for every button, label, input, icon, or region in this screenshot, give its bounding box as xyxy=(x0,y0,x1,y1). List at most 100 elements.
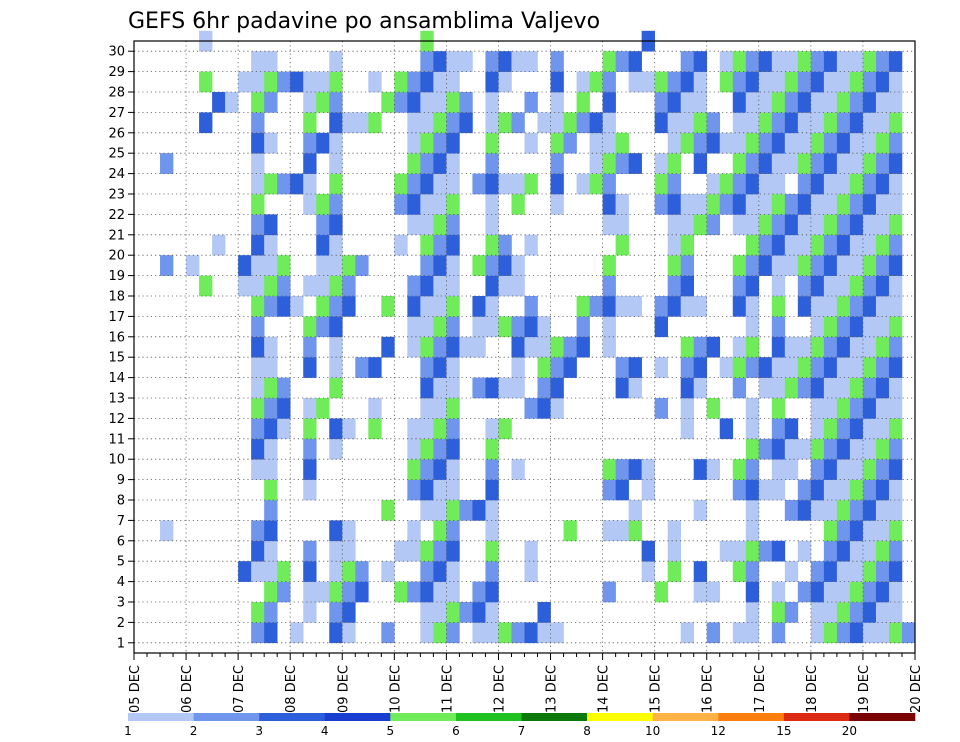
heatmap-cell xyxy=(381,561,395,582)
heatmap-cell xyxy=(654,173,668,195)
heatmap-cell xyxy=(667,255,681,276)
heatmap-cell xyxy=(446,459,460,480)
heatmap-cell xyxy=(329,520,343,542)
heatmap-cell xyxy=(875,540,890,562)
y-tick-label: 27 xyxy=(108,106,125,121)
heatmap-cell xyxy=(407,71,421,93)
heatmap-cell xyxy=(485,438,499,460)
y-tick-label: 15 xyxy=(108,351,125,366)
heatmap-cell xyxy=(524,296,538,317)
heatmap-cell xyxy=(589,71,603,93)
heatmap-cell xyxy=(472,377,486,399)
heatmap-cell xyxy=(862,92,877,113)
heatmap-cell xyxy=(771,479,786,501)
heatmap-cell xyxy=(433,520,447,542)
heatmap-cell xyxy=(459,51,473,72)
colorbar-swatch xyxy=(324,713,391,721)
heatmap-cell xyxy=(784,377,799,399)
heatmap-cell xyxy=(511,357,525,378)
heatmap-cell xyxy=(680,234,695,256)
heatmap-cell xyxy=(875,296,890,317)
heatmap-cell xyxy=(693,581,708,603)
heatmap-cell xyxy=(576,71,590,93)
heatmap-cell xyxy=(836,51,851,72)
heatmap-cell xyxy=(550,336,564,358)
heatmap-cell xyxy=(849,520,864,542)
heatmap-cell xyxy=(667,296,681,317)
heatmap-cell xyxy=(836,316,851,338)
heatmap-cell xyxy=(706,459,721,480)
heatmap-cell xyxy=(251,357,265,378)
heatmap-cell xyxy=(862,194,877,215)
heatmap-cell xyxy=(693,377,708,399)
heatmap-cell xyxy=(875,581,890,603)
heatmap-cell xyxy=(693,357,708,378)
heatmap-cell xyxy=(745,479,760,501)
heatmap-cell xyxy=(862,357,877,378)
heatmap-cell xyxy=(680,622,695,644)
heatmap-cell xyxy=(329,540,343,562)
heatmap-cell xyxy=(771,173,786,195)
heatmap-cell xyxy=(511,51,525,72)
y-tick-label: 6 xyxy=(117,534,125,549)
heatmap-cell xyxy=(836,398,851,419)
heatmap-cell xyxy=(342,275,356,297)
heatmap-cell xyxy=(667,234,681,256)
heatmap-cell xyxy=(420,255,434,276)
heatmap-cell xyxy=(810,500,825,521)
heatmap-cell xyxy=(810,418,825,440)
heatmap-cell xyxy=(407,418,421,440)
heatmap-cell xyxy=(420,622,434,644)
colorbar-label: 4 xyxy=(321,724,329,738)
heatmap-cell xyxy=(823,602,838,623)
heatmap-cell xyxy=(745,275,760,297)
y-tick-label: 26 xyxy=(108,126,125,141)
heatmap-cell xyxy=(329,173,343,195)
heatmap-cell xyxy=(316,234,330,256)
heatmap-cell xyxy=(771,336,786,358)
heatmap-cell xyxy=(875,194,890,215)
heatmap-cell xyxy=(875,418,890,440)
heatmap-cell xyxy=(732,255,747,276)
heatmap-cell xyxy=(433,622,447,644)
heatmap-cell xyxy=(771,153,786,174)
heatmap-cell xyxy=(602,112,616,134)
heatmap-cell xyxy=(849,602,864,623)
heatmap-cell xyxy=(628,520,642,542)
heatmap-cell xyxy=(797,296,812,317)
x-tick-label: 08 DEC xyxy=(284,665,299,713)
heatmap-cell xyxy=(251,234,265,256)
heatmap-cell xyxy=(238,561,252,582)
heatmap-cell xyxy=(615,51,629,72)
heatmap-cell xyxy=(264,336,278,358)
heatmap-cell xyxy=(303,92,317,113)
heatmap-cell xyxy=(849,173,864,195)
heatmap-cell xyxy=(862,153,877,174)
heatmap-cell xyxy=(797,234,812,256)
heatmap-cell xyxy=(329,296,343,317)
heatmap-cell xyxy=(394,71,408,93)
heatmap-cell xyxy=(745,112,760,134)
heatmap-cell xyxy=(446,153,460,174)
heatmap-cell xyxy=(810,316,825,338)
heatmap-cell xyxy=(329,581,343,603)
heatmap-cell xyxy=(576,92,590,113)
heatmap-cell xyxy=(771,377,786,399)
heatmap-cell xyxy=(849,275,864,297)
colorbar-swatch xyxy=(849,713,916,721)
heatmap-cell xyxy=(758,153,773,174)
heatmap-cell xyxy=(706,622,721,644)
heatmap-cell xyxy=(511,112,525,134)
heatmap-cell xyxy=(615,459,629,480)
heatmap-cell xyxy=(420,398,434,419)
heatmap-cell xyxy=(550,112,564,134)
heatmap-cell xyxy=(433,357,447,378)
heatmap-cell xyxy=(446,398,460,419)
heatmap-cell xyxy=(732,377,747,399)
heatmap-cell xyxy=(446,71,460,93)
heatmap-cell xyxy=(732,194,747,215)
heatmap-cell xyxy=(862,296,877,317)
heatmap-cell xyxy=(316,71,330,93)
heatmap-cell xyxy=(485,581,499,603)
heatmap-cell xyxy=(563,132,577,154)
